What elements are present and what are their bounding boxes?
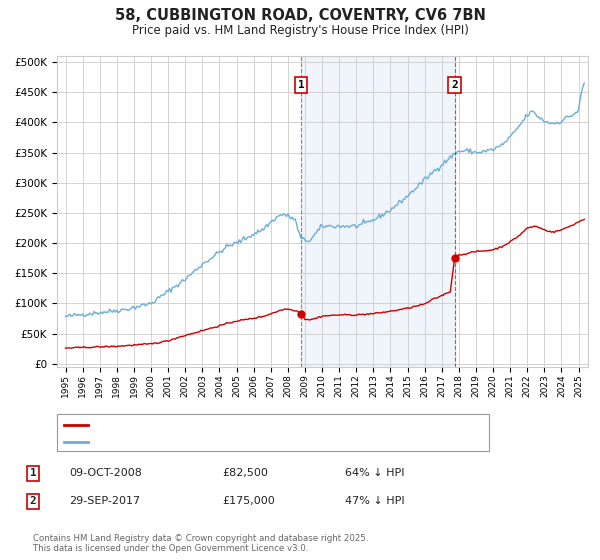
Text: 47% ↓ HPI: 47% ↓ HPI [345,496,404,506]
Bar [301,56,455,367]
Text: 58, CUBBINGTON ROAD, COVENTRY, CV6 7BN: 58, CUBBINGTON ROAD, COVENTRY, CV6 7BN [115,8,485,24]
Text: Price paid vs. HM Land Registry's House Price Index (HPI): Price paid vs. HM Land Registry's House … [131,24,469,37]
Text: 64% ↓ HPI: 64% ↓ HPI [345,468,404,478]
Text: 1: 1 [29,468,37,478]
Text: 2: 2 [451,80,458,90]
Text: 29-SEP-2017: 29-SEP-2017 [69,496,140,506]
Text: HPI: Average price, detached house, Coventry: HPI: Average price, detached house, Cove… [93,437,318,447]
Text: £175,000: £175,000 [222,496,275,506]
Text: £82,500: £82,500 [222,468,268,478]
Text: 09-OCT-2008: 09-OCT-2008 [69,468,142,478]
Text: 58, CUBBINGTON ROAD, COVENTRY, CV6 7BN (detached house): 58, CUBBINGTON ROAD, COVENTRY, CV6 7BN (… [93,419,406,430]
Text: 1: 1 [298,80,304,90]
Text: 2: 2 [29,496,37,506]
Text: Contains HM Land Registry data © Crown copyright and database right 2025.
This d: Contains HM Land Registry data © Crown c… [33,534,368,553]
